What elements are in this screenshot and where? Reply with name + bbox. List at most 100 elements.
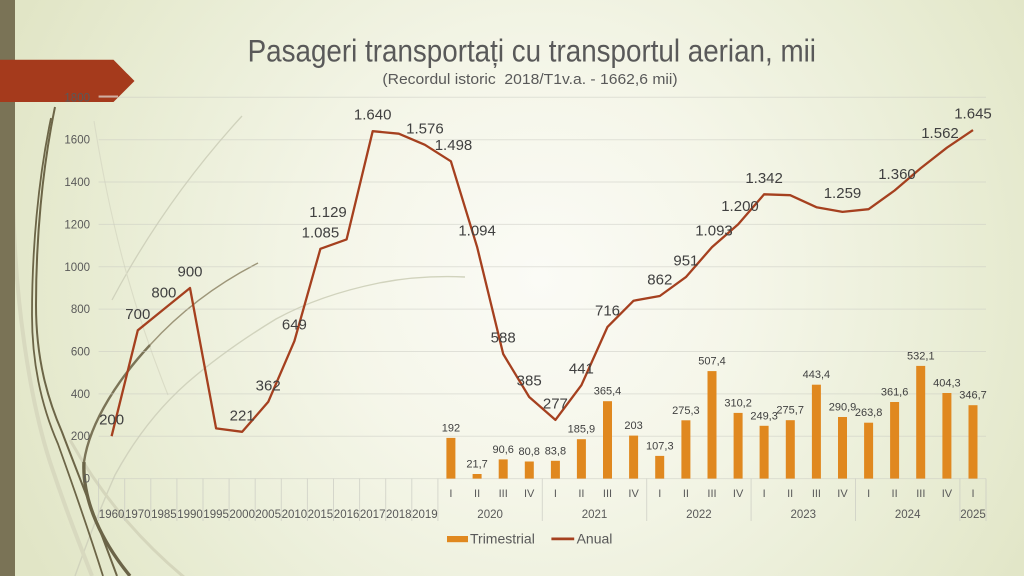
svg-text:I: I: [763, 488, 766, 500]
svg-text:IV: IV: [524, 488, 535, 500]
svg-text:203: 203: [624, 420, 642, 432]
svg-text:(Recordul istoric 2018/T1v.a.: (Recordul istoric 2018/T1v.a. - 1662,6 m…: [382, 71, 677, 88]
svg-text:II: II: [474, 488, 480, 500]
svg-text:2005: 2005: [255, 509, 281, 521]
svg-text:2010: 2010: [282, 509, 308, 521]
svg-text:275,3: 275,3: [672, 405, 700, 417]
svg-text:I: I: [867, 488, 870, 500]
svg-text:I: I: [449, 488, 452, 500]
svg-text:1960: 1960: [99, 509, 125, 521]
svg-text:II: II: [892, 488, 898, 500]
svg-text:346,7: 346,7: [959, 390, 987, 402]
svg-text:443,4: 443,4: [803, 369, 831, 381]
svg-text:IV: IV: [733, 488, 744, 500]
svg-text:277: 277: [543, 395, 568, 412]
svg-text:361,6: 361,6: [881, 387, 909, 399]
svg-text:2000: 2000: [229, 509, 255, 521]
svg-text:1.645: 1.645: [954, 106, 992, 123]
svg-text:263,8: 263,8: [855, 407, 883, 419]
svg-text:1.498: 1.498: [435, 137, 473, 154]
svg-text:362: 362: [256, 377, 281, 394]
svg-text:Pasageri transportați cu trans: Pasageri transportați cu transportul aer…: [248, 32, 816, 68]
svg-text:I: I: [554, 488, 557, 500]
svg-text:II: II: [683, 488, 689, 500]
svg-text:862: 862: [647, 272, 672, 289]
svg-text:2021: 2021: [582, 509, 608, 521]
svg-text:0: 0: [84, 474, 90, 486]
svg-text:2016: 2016: [334, 509, 360, 521]
svg-text:1200: 1200: [64, 219, 90, 231]
svg-text:400: 400: [71, 389, 90, 401]
svg-text:1985: 1985: [151, 509, 177, 521]
svg-text:600: 600: [71, 347, 90, 359]
svg-text:107,3: 107,3: [646, 440, 674, 452]
svg-text:200: 200: [99, 412, 124, 429]
svg-text:1.093: 1.093: [695, 223, 733, 240]
svg-text:900: 900: [177, 264, 202, 281]
svg-text:649: 649: [282, 317, 307, 334]
svg-text:1.562: 1.562: [921, 125, 959, 142]
svg-text:IV: IV: [628, 488, 639, 500]
svg-text:1600: 1600: [64, 135, 90, 147]
svg-text:1995: 1995: [203, 509, 229, 521]
svg-text:21,7: 21,7: [466, 459, 487, 471]
svg-text:588: 588: [491, 330, 516, 347]
svg-text:1000: 1000: [64, 262, 90, 274]
svg-text:83,8: 83,8: [545, 445, 566, 457]
svg-text:185,9: 185,9: [568, 424, 596, 436]
svg-text:III: III: [916, 488, 925, 500]
svg-text:1.094: 1.094: [458, 222, 496, 239]
svg-text:2025: 2025: [960, 509, 986, 521]
svg-text:Anual: Anual: [577, 531, 613, 547]
svg-text:192: 192: [442, 422, 460, 434]
svg-text:951: 951: [673, 253, 698, 270]
svg-text:1.640: 1.640: [354, 107, 392, 124]
svg-text:1.360: 1.360: [878, 166, 916, 183]
svg-text:IV: IV: [837, 488, 848, 500]
svg-text:200: 200: [71, 431, 90, 443]
svg-text:2020: 2020: [477, 509, 503, 521]
svg-text:1.259: 1.259: [824, 185, 862, 202]
svg-text:221: 221: [230, 407, 255, 424]
svg-text:800: 800: [71, 304, 90, 316]
svg-text:404,3: 404,3: [933, 378, 961, 390]
svg-text:III: III: [603, 488, 612, 500]
svg-text:I: I: [658, 488, 661, 500]
svg-text:1.129: 1.129: [309, 204, 347, 221]
svg-text:II: II: [787, 488, 793, 500]
svg-text:700: 700: [125, 306, 150, 323]
svg-text:90,6: 90,6: [492, 444, 513, 456]
svg-text:2015: 2015: [308, 509, 334, 521]
svg-text:310,2: 310,2: [724, 397, 752, 409]
svg-text:2019: 2019: [412, 509, 438, 521]
svg-text:385: 385: [517, 373, 542, 390]
svg-text:800: 800: [151, 285, 176, 302]
svg-text:716: 716: [595, 302, 620, 319]
svg-text:1.576: 1.576: [406, 120, 444, 137]
svg-text:2022: 2022: [686, 509, 712, 521]
svg-text:532,1: 532,1: [907, 350, 935, 362]
svg-text:1400: 1400: [64, 177, 90, 189]
svg-text:249,3: 249,3: [750, 410, 778, 422]
svg-text:507,4: 507,4: [698, 356, 726, 368]
svg-text:1.342: 1.342: [745, 170, 783, 187]
svg-text:275,7: 275,7: [776, 405, 804, 417]
svg-text:441: 441: [569, 361, 594, 378]
svg-text:80,8: 80,8: [518, 446, 539, 458]
svg-text:1.200: 1.200: [721, 198, 759, 215]
svg-text:IV: IV: [942, 488, 953, 500]
svg-text:2024: 2024: [895, 509, 921, 521]
svg-text:1990: 1990: [177, 509, 203, 521]
svg-text:III: III: [499, 488, 508, 500]
svg-text:III: III: [707, 488, 716, 500]
svg-text:2018: 2018: [386, 509, 412, 521]
svg-text:2017: 2017: [360, 509, 386, 521]
svg-text:Trimestrial: Trimestrial: [470, 531, 535, 547]
svg-text:1.085: 1.085: [302, 224, 340, 241]
svg-text:290,9: 290,9: [829, 402, 857, 414]
svg-text:I: I: [971, 488, 974, 500]
svg-text:2023: 2023: [791, 509, 817, 521]
svg-text:365,4: 365,4: [594, 386, 622, 398]
svg-text:1970: 1970: [125, 509, 151, 521]
svg-text:III: III: [812, 488, 821, 500]
